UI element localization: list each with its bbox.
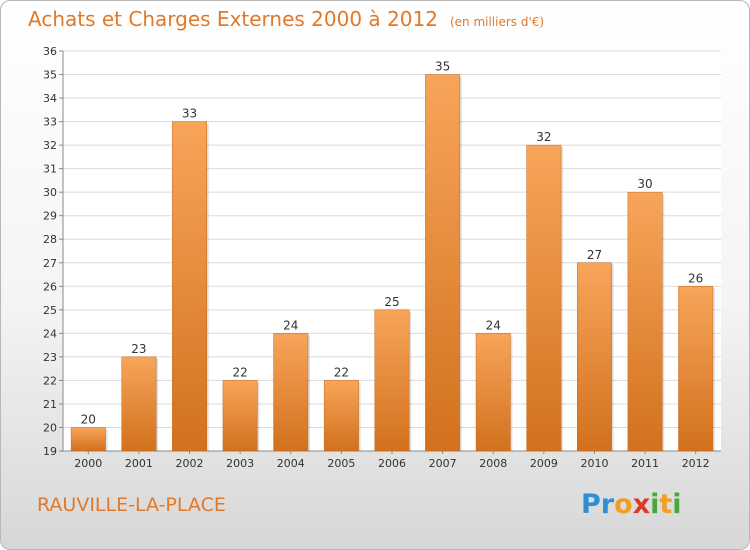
y-tick-label: 32 bbox=[43, 139, 57, 152]
x-tick-label: 2003 bbox=[226, 457, 254, 470]
proxiti-logo: Proxiti bbox=[581, 489, 682, 520]
y-tick-label: 25 bbox=[43, 304, 57, 317]
logo-letter: i bbox=[672, 489, 682, 520]
y-tick-label: 28 bbox=[43, 233, 57, 246]
bar bbox=[425, 74, 461, 452]
bar bbox=[70, 427, 106, 452]
y-tick-label: 19 bbox=[43, 445, 57, 458]
bar bbox=[323, 380, 359, 452]
logo-letter: t bbox=[659, 489, 673, 520]
bar bbox=[627, 191, 663, 452]
bar-value-label: 25 bbox=[384, 295, 399, 309]
y-tick-label: 35 bbox=[43, 69, 57, 82]
bar-value-label: 33 bbox=[182, 107, 197, 121]
x-tick-label: 2007 bbox=[429, 457, 457, 470]
x-tick-label: 2004 bbox=[277, 457, 305, 470]
y-tick-label: 36 bbox=[43, 45, 57, 58]
bar bbox=[121, 356, 157, 452]
y-tick-label: 20 bbox=[43, 421, 57, 434]
y-tick-label: 24 bbox=[43, 327, 57, 340]
bar bbox=[475, 333, 511, 452]
commune-name: RAUVILLE-LA-PLACE bbox=[37, 494, 226, 516]
bar bbox=[526, 144, 562, 452]
chart-subtitle: (en milliers d'€) bbox=[449, 15, 545, 29]
x-tick-label: 2010 bbox=[580, 457, 608, 470]
y-tick-label: 22 bbox=[43, 374, 57, 387]
y-tick-label: 34 bbox=[43, 92, 57, 105]
bar-value-label: 20 bbox=[81, 412, 96, 426]
y-tick-label: 33 bbox=[43, 116, 57, 129]
x-tick-label: 2012 bbox=[682, 457, 710, 470]
bar-value-label: 24 bbox=[283, 318, 298, 332]
logo-letter: P bbox=[581, 489, 601, 520]
bar bbox=[222, 380, 258, 452]
x-tick-label: 2006 bbox=[378, 457, 406, 470]
bar-value-label: 30 bbox=[637, 177, 652, 191]
x-tick-label: 2002 bbox=[176, 457, 204, 470]
x-tick-label: 2009 bbox=[530, 457, 558, 470]
x-tick-label: 2005 bbox=[327, 457, 355, 470]
bar-value-label: 27 bbox=[587, 248, 602, 262]
y-tick-label: 31 bbox=[43, 163, 57, 176]
bar bbox=[678, 286, 714, 452]
x-tick-label: 2000 bbox=[74, 457, 102, 470]
bar-value-label: 22 bbox=[233, 365, 248, 379]
chart-title-text: Achats et Charges Externes 2000 à 2012 bbox=[28, 7, 438, 31]
logo-letter: r bbox=[600, 489, 615, 520]
y-tick-label: 30 bbox=[43, 186, 57, 199]
x-tick-label: 2008 bbox=[479, 457, 507, 470]
logo-letter: i bbox=[650, 489, 660, 520]
logo-letter: x bbox=[632, 489, 651, 520]
bar-value-label: 35 bbox=[435, 60, 450, 74]
logo-letter: o bbox=[614, 489, 633, 520]
x-tick-label: 2011 bbox=[631, 457, 659, 470]
bar-value-label: 24 bbox=[486, 318, 501, 332]
y-tick-label: 26 bbox=[43, 280, 57, 293]
bar bbox=[374, 309, 410, 452]
bar bbox=[577, 262, 612, 452]
bar-value-label: 23 bbox=[131, 342, 146, 356]
chart-title: Achats et Charges Externes 2000 à 2012 (e… bbox=[28, 7, 544, 31]
bar-value-label: 26 bbox=[688, 271, 703, 285]
bar bbox=[273, 333, 309, 452]
bar bbox=[172, 121, 207, 452]
y-tick-label: 23 bbox=[43, 351, 57, 364]
y-tick-label: 29 bbox=[43, 210, 57, 223]
y-tick-label: 27 bbox=[43, 257, 57, 270]
bar-value-label: 32 bbox=[536, 130, 551, 144]
x-tick-label: 2001 bbox=[125, 457, 153, 470]
y-tick-label: 21 bbox=[43, 398, 57, 411]
bar-value-label: 22 bbox=[334, 365, 349, 379]
